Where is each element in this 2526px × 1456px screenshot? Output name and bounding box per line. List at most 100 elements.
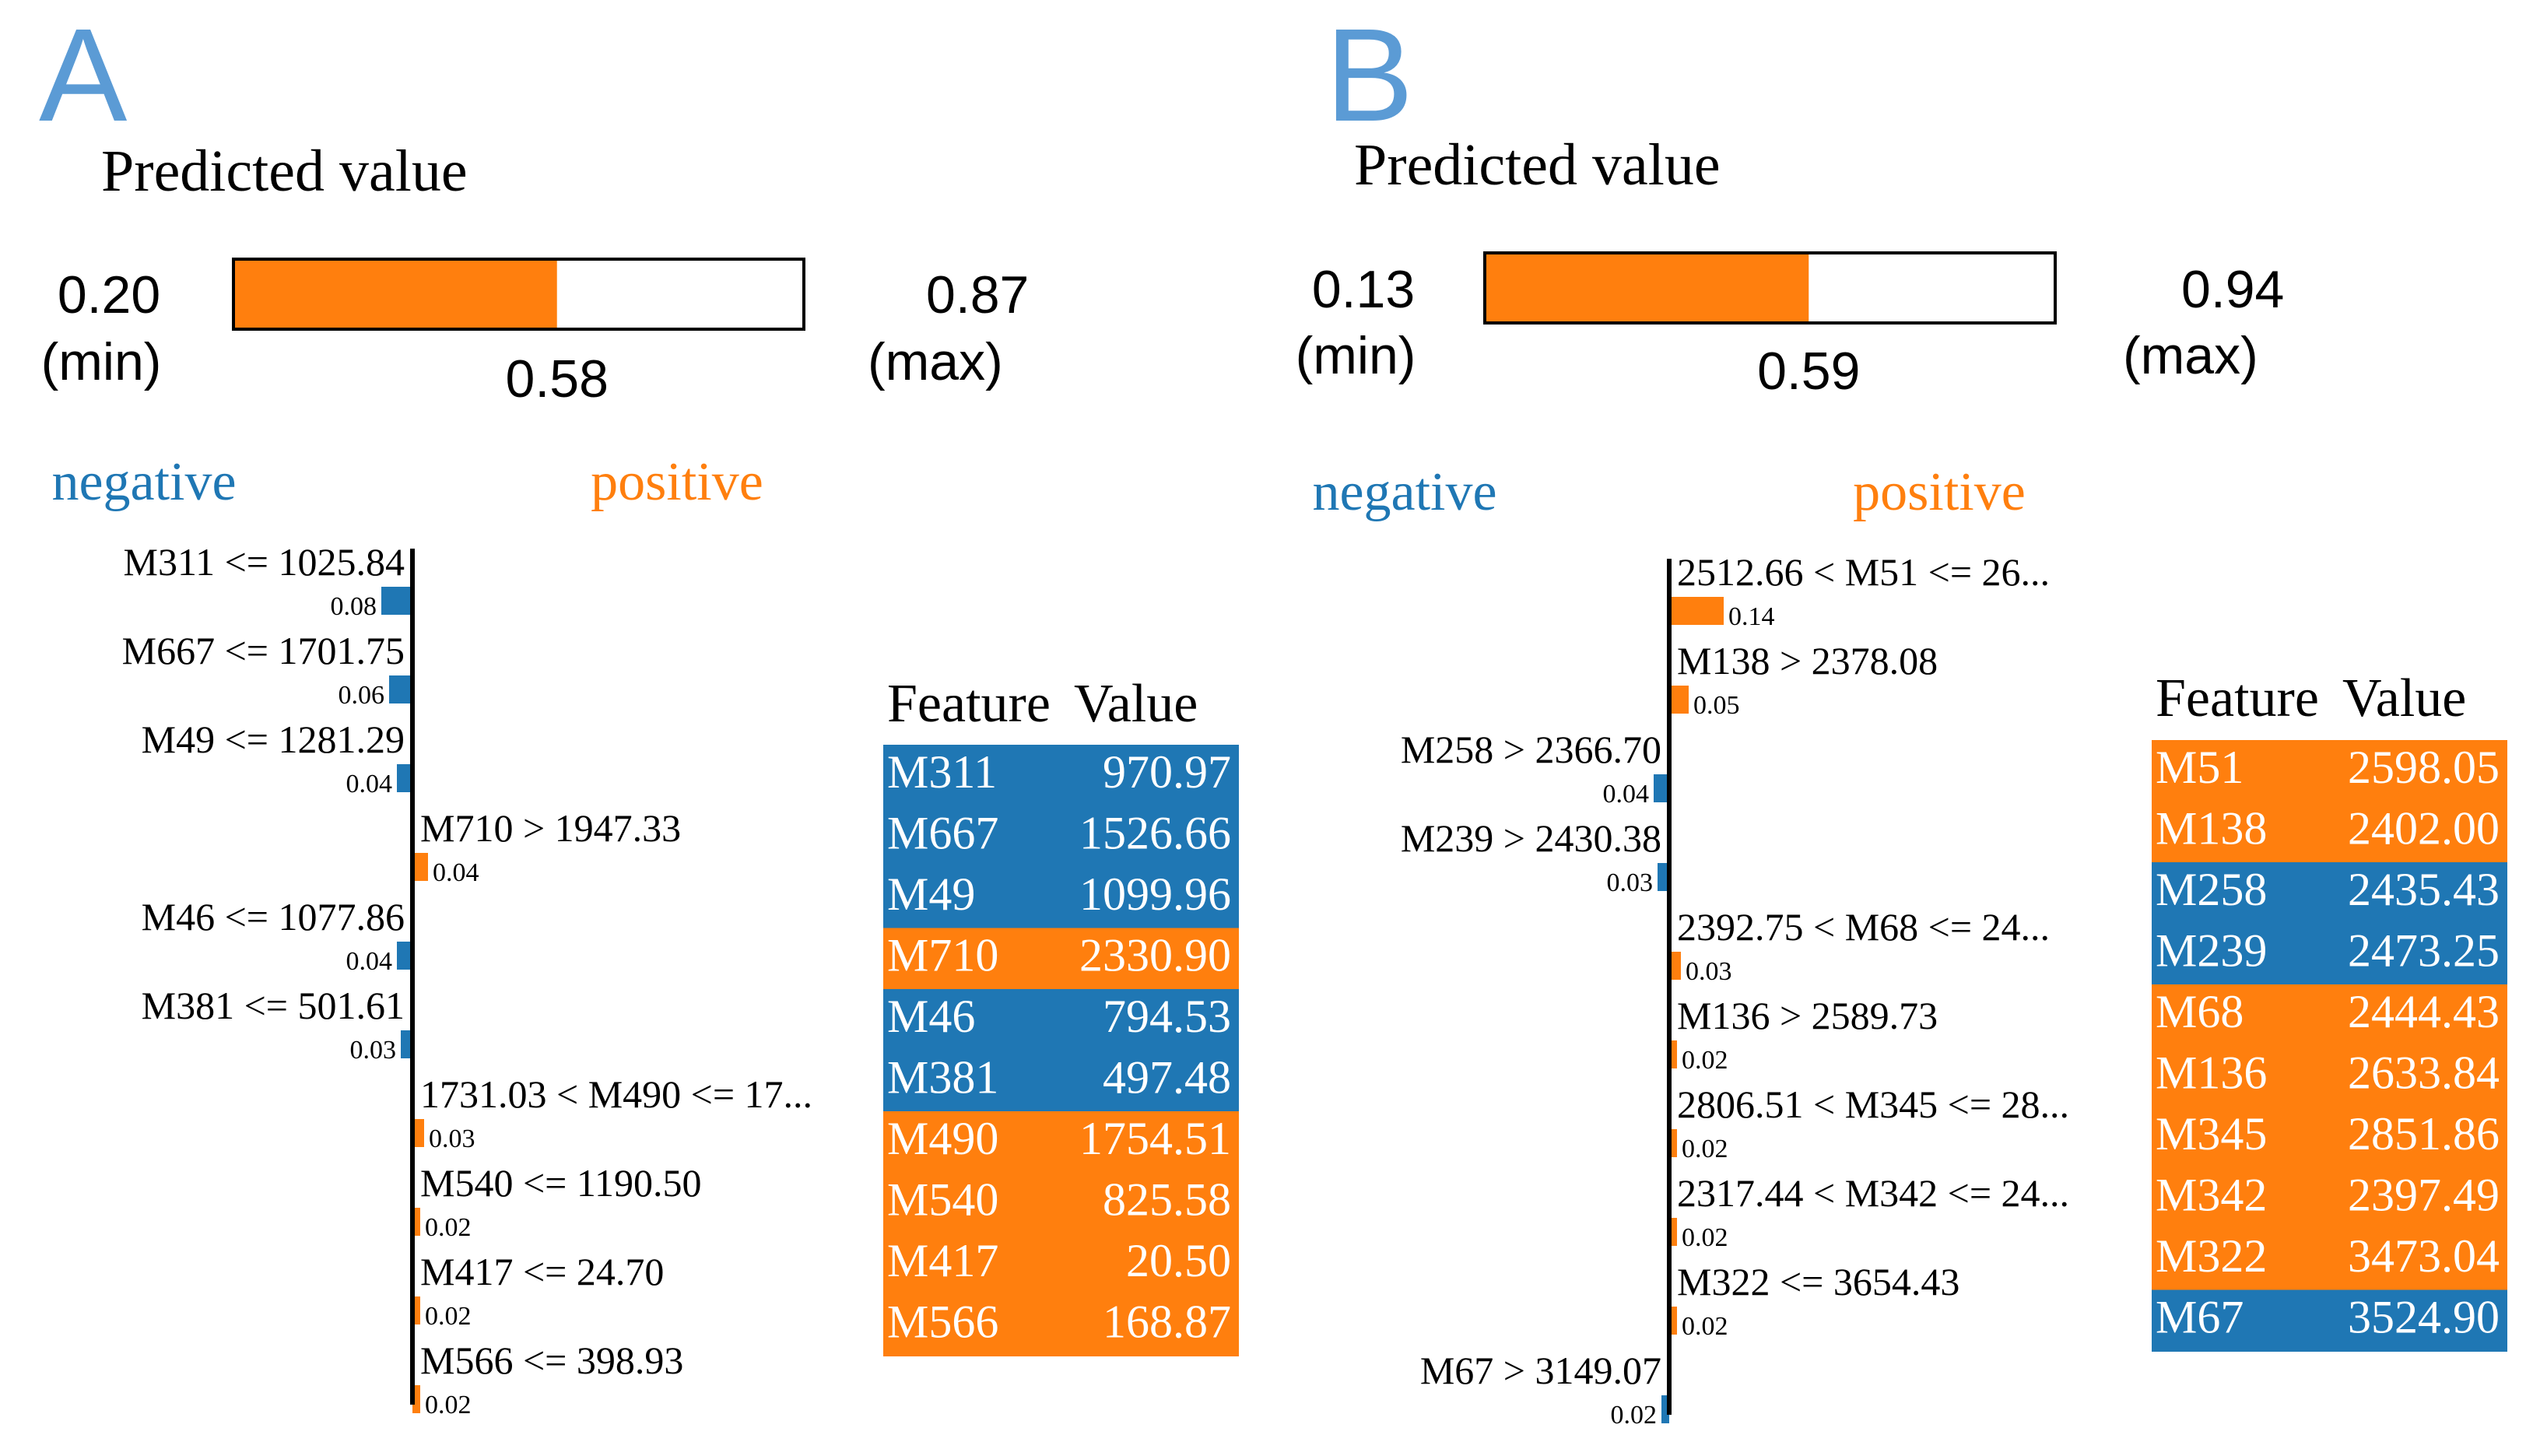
table-cell-feature: M138 bbox=[2156, 803, 2267, 854]
contribution-label: M322 <= 3654.43 bbox=[1677, 1260, 1959, 1303]
table-row-bg bbox=[2152, 1045, 2507, 1107]
table-cell-feature: M710 bbox=[887, 930, 998, 981]
contribution-value: 0.06 bbox=[339, 681, 385, 710]
contribution-bar bbox=[381, 587, 412, 615]
feature-value-table: Feature Value M311 970.97 M667 1526.66 M49 1099… bbox=[883, 674, 1239, 1356]
contribution-bar bbox=[412, 1208, 420, 1236]
panel-letter: B bbox=[1325, 2, 1413, 149]
table-cell-feature: M342 bbox=[2156, 1170, 2267, 1221]
table-cell-feature: M68 bbox=[2156, 986, 2244, 1037]
table-cell-value: 2435.43 bbox=[2348, 864, 2500, 915]
table-row: M68 2444.43 bbox=[2152, 984, 2507, 1047]
table-row: M417 20.50 bbox=[883, 1233, 1239, 1296]
contribution-bar bbox=[412, 1296, 420, 1324]
table-cell-value: 20.50 bbox=[1126, 1235, 1231, 1286]
table-row: M258 2435.43 bbox=[2152, 862, 2507, 924]
prediction-max-label: (max) bbox=[868, 332, 1003, 391]
contribution-value: 0.02 bbox=[425, 1391, 472, 1419]
contribution-chart: 2512.66 < M51 <= 26... 0.14 M138 > 2378.08… bbox=[1401, 550, 2069, 1430]
table-row-bg bbox=[883, 1172, 1239, 1234]
table-row-bg bbox=[883, 989, 1239, 1051]
contribution-label: M258 > 2366.70 bbox=[1401, 728, 1661, 771]
contribution-label: M667 <= 1701.75 bbox=[122, 629, 405, 672]
contribution-label: M566 <= 398.93 bbox=[420, 1338, 683, 1382]
contribution-value: 0.02 bbox=[1682, 1312, 1728, 1341]
prediction-max-value: 0.87 bbox=[926, 265, 1029, 325]
table-row-bg bbox=[883, 745, 1239, 807]
feature-value-table: Feature Value M51 2598.05 M138 2402.00 M258 243… bbox=[2152, 668, 2507, 1352]
positive-label: positive bbox=[1853, 462, 2026, 522]
contribution-bar bbox=[389, 675, 412, 703]
table-row: M710 2330.90 bbox=[883, 928, 1239, 990]
contribution-value: 0.02 bbox=[1682, 1223, 1728, 1252]
contribution-value: 0.02 bbox=[425, 1302, 472, 1331]
table-cell-value: 497.48 bbox=[1103, 1052, 1231, 1103]
table-cell-value: 1754.51 bbox=[1079, 1113, 1231, 1164]
table-cell-value: 1099.96 bbox=[1079, 868, 1231, 920]
contribution-value: 0.14 bbox=[1728, 602, 1775, 631]
table-header-value: Value bbox=[2342, 668, 2466, 728]
table-cell-value: 168.87 bbox=[1103, 1296, 1231, 1348]
table-row: M51 2598.05 bbox=[2152, 740, 2507, 802]
table-row: M381 497.48 bbox=[883, 1050, 1239, 1112]
contribution-label: 1731.03 < M490 <= 17... bbox=[420, 1072, 812, 1116]
table-row-bg bbox=[2152, 1229, 2507, 1291]
table-row-bg bbox=[883, 928, 1239, 990]
table-row: M540 825.58 bbox=[883, 1172, 1239, 1234]
table-cell-value: 2397.49 bbox=[2348, 1170, 2500, 1221]
table-row-bg bbox=[2152, 801, 2507, 863]
table-row: M311 970.97 bbox=[883, 745, 1239, 807]
contribution-value: 0.05 bbox=[1693, 691, 1740, 720]
table-cell-value: 2633.84 bbox=[2348, 1047, 2500, 1099]
contribution-bar bbox=[1669, 952, 1681, 980]
table-cell-feature: M67 bbox=[2156, 1292, 2244, 1343]
prediction-max-label: (max) bbox=[2123, 326, 2258, 385]
table-cell-feature: M345 bbox=[2156, 1108, 2267, 1160]
table-row-bg bbox=[883, 805, 1239, 868]
contribution-label: M49 <= 1281.29 bbox=[142, 717, 405, 761]
table-row-bg bbox=[883, 1294, 1239, 1356]
contribution-bar bbox=[1669, 1040, 1677, 1068]
contribution-bar bbox=[1661, 1395, 1669, 1423]
contribution-bar bbox=[397, 942, 412, 970]
contribution-label: M239 > 2430.38 bbox=[1401, 816, 1661, 860]
table-row-bg bbox=[2152, 740, 2507, 802]
prediction-bar-outline bbox=[232, 258, 805, 331]
table-cell-feature: M540 bbox=[887, 1174, 998, 1226]
table-cell-value: 2402.00 bbox=[2348, 803, 2500, 854]
table-row: M342 2397.49 bbox=[2152, 1167, 2507, 1230]
prediction-min-label: (min) bbox=[41, 332, 162, 391]
contribution-label: M67 > 3149.07 bbox=[1420, 1349, 1661, 1392]
table-cell-feature: M136 bbox=[2156, 1047, 2267, 1099]
prediction-fill bbox=[1486, 254, 1809, 321]
contribution-bar bbox=[397, 764, 412, 792]
table-row: M136 2633.84 bbox=[2152, 1045, 2507, 1107]
table-row: M667 1526.66 bbox=[883, 805, 1239, 868]
table-cell-feature: M239 bbox=[2156, 925, 2267, 977]
contribution-bar bbox=[1654, 774, 1669, 802]
contribution-bar bbox=[1658, 863, 1669, 891]
table-row-bg bbox=[2152, 1167, 2507, 1230]
table-row-bg bbox=[2152, 1107, 2507, 1169]
table-row: M67 3524.90 bbox=[2152, 1289, 2507, 1352]
contribution-bar bbox=[412, 1119, 424, 1147]
table-cell-value: 970.97 bbox=[1103, 746, 1231, 798]
contribution-bar bbox=[1669, 1307, 1677, 1335]
table-cell-value: 2330.90 bbox=[1079, 930, 1231, 981]
prediction-value: 0.59 bbox=[1757, 342, 1860, 401]
table-row: M345 2851.86 bbox=[2152, 1107, 2507, 1169]
table-row-bg bbox=[2152, 862, 2507, 924]
contribution-bar bbox=[412, 1385, 420, 1413]
table-cell-feature: M46 bbox=[887, 991, 975, 1042]
panel-letter: A bbox=[39, 2, 128, 149]
contribution-value: 0.04 bbox=[433, 858, 479, 887]
table-cell-feature: M311 bbox=[887, 746, 997, 798]
table-row: M322 3473.04 bbox=[2152, 1229, 2507, 1291]
table-cell-feature: M258 bbox=[2156, 864, 2267, 915]
table-cell-value: 3473.04 bbox=[2348, 1230, 2500, 1282]
table-row-bg bbox=[2152, 1289, 2507, 1352]
table-row-bg bbox=[2152, 984, 2507, 1047]
